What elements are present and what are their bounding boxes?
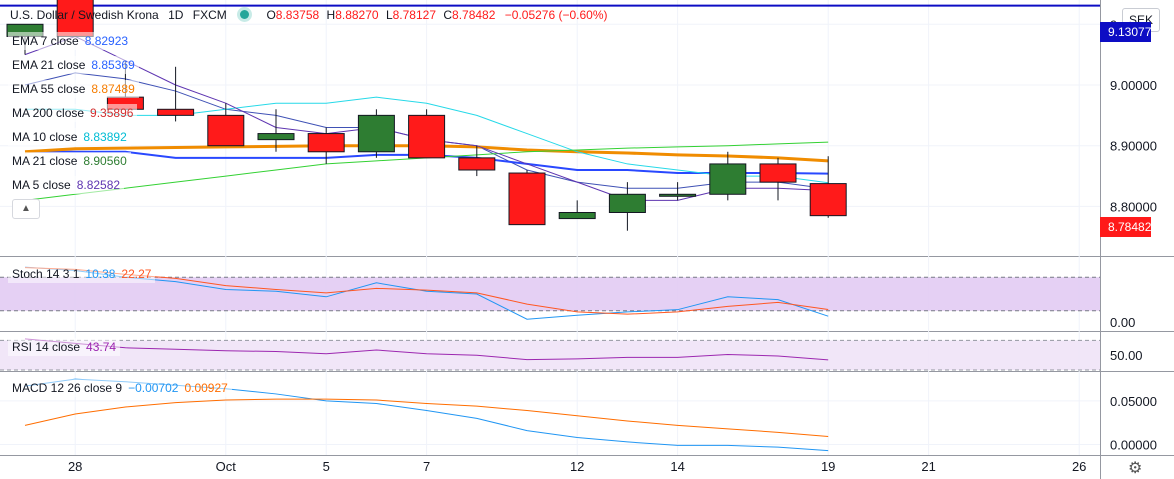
indicator-value: 8.85369 (91, 58, 135, 72)
stoch-label: Stoch 14 3 1 (12, 267, 80, 281)
last-price-label: 8.78482 (1100, 217, 1152, 237)
ohlc-high-value: 8.88270 (335, 8, 379, 22)
candle-body (157, 108, 195, 116)
stoch-tick-label: 0.00 (1110, 315, 1135, 330)
collapse-legend-button[interactable]: ▲ (12, 199, 40, 219)
candle-body (508, 172, 546, 226)
macd-tick-label: 0.00000 (1110, 438, 1157, 453)
stoch-d-line (24, 267, 829, 315)
x-tick-label: 28 (68, 459, 82, 474)
indicator-label: MA 21 close (12, 154, 78, 168)
candle-body (56, 0, 94, 37)
macd-legend[interactable]: MACD 12 26 close 9 −0.00702 0.00927 (8, 379, 232, 397)
candle-body (257, 133, 295, 141)
ohlc-low-label: L (385, 8, 393, 22)
stoch-k-line (24, 266, 829, 320)
candle-body (458, 157, 496, 171)
rsi-label: RSI 14 close (12, 340, 81, 354)
x-tick-label: 21 (921, 459, 935, 474)
indicator-legend-ema7[interactable]: EMA 7 close 8.82923 (8, 32, 133, 50)
macd-label: MACD 12 26 close 9 (12, 381, 123, 395)
price-tick-label: 9.00000 (1110, 78, 1157, 93)
indicator-label: MA 200 close (12, 106, 85, 120)
macd-value: −0.00702 (128, 381, 179, 395)
ohlc-close-value: 8.78482 (452, 8, 496, 22)
stoch-d-value: 22.27 (121, 267, 152, 281)
candle-body (759, 163, 797, 183)
x-tick-label: 19 (821, 459, 835, 474)
indicator-value: 8.82582 (76, 178, 121, 192)
indicator-value: 8.87489 (91, 82, 135, 96)
rsi-band (0, 340, 1100, 370)
candle-body (659, 193, 697, 197)
interval-label[interactable]: 1D (168, 8, 184, 22)
price-tick-label: 8.80000 (1110, 199, 1157, 214)
x-tick-label: 7 (423, 459, 430, 474)
ohlc-high-label: H (326, 8, 336, 22)
candle-body (709, 163, 747, 195)
ohlc-change-value: −0.05276 (−0.60%) (504, 8, 608, 22)
indicator-label: MA 5 close (12, 178, 71, 192)
indicator-legend-ma5[interactable]: MA 5 close 8.82582 (8, 176, 125, 194)
indicator-legend-ma200[interactable]: MA 200 close 9.35896 (8, 104, 138, 122)
ohlc-open-value: 8.83758 (275, 8, 320, 22)
macd-tick-label: 0.05000 (1110, 394, 1157, 409)
candle-body (558, 212, 596, 220)
x-tick-label: 12 (570, 459, 584, 474)
macd-signal-value: 0.00927 (184, 381, 228, 395)
indicator-legend-ma10[interactable]: MA 10 close 8.83892 (8, 128, 131, 146)
x-tick-label: Oct (216, 459, 237, 474)
indicator-label: EMA 55 close (12, 82, 86, 96)
rsi-line (24, 338, 829, 361)
settings-gear-icon[interactable]: ⚙ (1128, 460, 1143, 477)
market-status-icon (240, 10, 250, 19)
indicator-value: 8.90560 (83, 154, 127, 168)
rsi-value: 43.74 (86, 340, 117, 354)
candle-body (408, 114, 446, 159)
indicator-label: EMA 21 close (12, 58, 86, 72)
candle-body (207, 114, 245, 147)
candle-body (307, 133, 345, 153)
x-tick-label: 14 (670, 459, 684, 474)
indicator-legend-ema21[interactable]: EMA 21 close 8.85369 (8, 56, 139, 74)
price-tick-label: 8.90000 (1110, 139, 1157, 154)
x-tick-label: 26 (1072, 459, 1086, 474)
ohlc-open-label: O (266, 8, 276, 22)
symbol-title[interactable]: U.S. Dollar / Swedish Krona (10, 8, 159, 22)
macd-signal-line (24, 398, 829, 437)
stoch-k-value: 10.38 (85, 267, 116, 281)
x-tick-label: 5 (323, 459, 330, 474)
indicator-label: MA 10 close (12, 130, 78, 144)
rsi-tick-label: 50.00 (1110, 348, 1143, 363)
indicator-legend-ema55[interactable]: EMA 55 close 8.87489 (8, 80, 139, 98)
price-line-label: 9.13077 (1100, 22, 1152, 42)
ohlc-close-label: C (443, 8, 453, 22)
chevron-up-icon: ▲ (21, 203, 31, 214)
stoch-legend[interactable]: Stoch 14 3 1 10.38 22.27 (8, 265, 156, 283)
source-label: FXCM (192, 8, 227, 22)
ohlc-low-value: 8.78127 (392, 8, 437, 22)
indicator-value: 9.35896 (90, 106, 134, 120)
candle-body (608, 193, 646, 214)
indicator-label: EMA 7 close (12, 34, 79, 48)
indicator-value: 8.83892 (83, 130, 127, 144)
rsi-legend[interactable]: RSI 14 close 43.74 (8, 338, 121, 356)
candle-body (809, 183, 847, 217)
symbol-header: U.S. Dollar / Swedish Krona 1D FXCM O8.8… (10, 8, 608, 22)
stoch-band (0, 277, 1100, 311)
indicator-value: 8.82923 (84, 34, 129, 48)
indicator-legend-ma21[interactable]: MA 21 close 8.90560 (8, 152, 131, 170)
candle-body (357, 114, 395, 153)
